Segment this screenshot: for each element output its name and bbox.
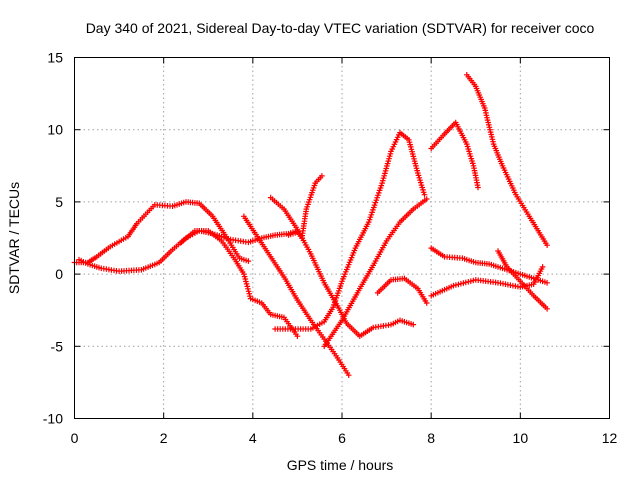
marker-path-arc13 [428,264,546,299]
series-arc3 [178,228,301,339]
series-arc8 [321,196,430,350]
x-tick-label: 6 [338,430,346,446]
series-arc11 [464,72,550,248]
x-tick-label: 4 [249,430,257,446]
series-arc5 [267,194,417,339]
data-markers [71,72,550,378]
marker-path-arc3 [178,228,301,339]
y-tick-label: 10 [47,122,63,138]
marker-path-arc6 [285,173,325,241]
marker-path-arc1 [71,199,252,266]
series-arc9 [374,275,430,306]
y-tick-label: 15 [47,50,63,66]
marker-path-arc5 [267,194,417,339]
x-tick-label: 8 [427,430,435,446]
marker-path-arc9 [374,275,430,306]
plot-frame [74,57,610,419]
x-tick-label: 10 [513,430,529,446]
marker-path-arc11 [464,72,550,248]
chart-title: Day 340 of 2021, Sidereal Day-to-day VTE… [86,20,595,36]
marker-path-arc10 [428,119,481,191]
y-tick-label: -5 [51,338,64,354]
marker-path-arc12 [428,245,550,286]
x-tick-label: 0 [71,430,79,446]
marker-path-arc4 [241,213,352,378]
y-tick-label: -10 [43,411,63,427]
series-arc1 [71,199,252,266]
y-tick-label: 5 [55,194,63,210]
axis-ticks: 0 2 4 6 8 10 12 -10 -5 0 5 10 15 [43,50,618,447]
series-arc4 [241,213,352,378]
marker-path-arc14 [495,248,550,312]
series-arc13 [428,264,546,299]
series-arc12 [428,245,550,286]
y-tick-label: 0 [55,266,63,282]
x-tick-label: 2 [160,430,168,446]
series-arc10 [428,119,481,191]
y-axis-label: SDTVAR / TECUs [6,182,22,294]
x-axis-label: GPS time / hours [287,457,394,473]
marker-path-arc7 [272,129,428,332]
x-tick-label: 12 [602,430,618,446]
series-arc7 [272,129,428,332]
marker-path-arc8 [321,196,430,350]
series-arc14 [495,248,550,312]
series-arc6 [285,173,325,241]
